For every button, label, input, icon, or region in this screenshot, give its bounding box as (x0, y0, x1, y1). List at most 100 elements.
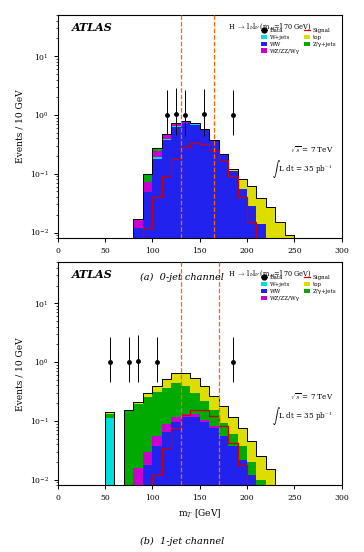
Bar (266, 207, 276, 242)
Bar (153, 436, 162, 445)
Bar (143, 465, 153, 552)
Bar (105, 414, 115, 418)
Bar (266, 497, 276, 511)
Bar (209, 396, 219, 410)
Bar (153, 148, 162, 151)
Bar (181, 417, 190, 552)
Bar (257, 480, 266, 493)
Bar (171, 124, 181, 126)
Bar (171, 417, 181, 422)
Bar (276, 485, 285, 539)
Bar (190, 393, 200, 415)
Bar (181, 413, 190, 417)
Bar (134, 404, 143, 468)
Bar (162, 388, 171, 424)
Bar (162, 135, 171, 139)
Bar (247, 475, 257, 552)
Bar (181, 386, 190, 413)
Bar (171, 126, 181, 127)
Bar (105, 418, 115, 552)
Bar (285, 497, 294, 552)
Bar (143, 397, 153, 452)
Bar (153, 151, 162, 157)
Text: ATLAS: ATLAS (72, 22, 112, 33)
Bar (153, 158, 162, 552)
Bar (209, 428, 219, 552)
Y-axis label: Events / 10 GeV: Events / 10 GeV (15, 337, 24, 411)
Bar (247, 206, 257, 552)
Bar (171, 422, 181, 552)
Bar (181, 121, 190, 123)
Y-axis label: Events / 10 GeV: Events / 10 GeV (15, 90, 24, 163)
Bar (285, 235, 294, 291)
Bar (266, 511, 276, 552)
Bar (238, 460, 247, 552)
Bar (143, 174, 153, 182)
Legend: Data, W+jets, WW, WZ/ZZ/Wγ, Signal, top, Z/γ+jets: Data, W+jets, WW, WZ/ZZ/Wγ, Signal, top,… (260, 274, 337, 302)
Bar (190, 125, 200, 552)
Bar (143, 393, 153, 397)
Bar (134, 219, 143, 228)
Bar (247, 441, 257, 462)
Bar (153, 445, 162, 552)
Bar (285, 291, 294, 552)
Bar (134, 485, 143, 552)
Bar (162, 432, 171, 552)
Bar (124, 410, 134, 411)
Bar (266, 469, 276, 497)
Bar (162, 139, 171, 140)
Bar (190, 415, 200, 417)
Bar (153, 157, 162, 158)
Bar (276, 222, 285, 263)
Bar (294, 256, 304, 552)
Bar (162, 140, 171, 552)
Text: (a)  0-jet channel: (a) 0-jet channel (140, 273, 224, 283)
Bar (247, 185, 257, 206)
Bar (257, 457, 266, 480)
Bar (228, 417, 238, 434)
Bar (105, 412, 115, 414)
Legend: Data, W+jets, WW, WZ/ZZ/Wγ, Signal, top, Z/γ+jets: Data, W+jets, WW, WZ/ZZ/Wγ, Signal, top,… (260, 26, 337, 55)
Bar (276, 263, 285, 552)
Bar (228, 171, 238, 552)
Bar (200, 422, 209, 552)
Bar (228, 434, 238, 445)
Bar (200, 420, 209, 422)
Bar (209, 140, 219, 552)
Bar (266, 242, 276, 552)
Bar (238, 189, 247, 552)
Bar (134, 468, 143, 485)
Bar (190, 123, 200, 124)
Bar (171, 127, 181, 552)
Text: H $\rightarrow$ l$\nu$l$\nu$ (m$_H$=170 GeV): H $\rightarrow$ l$\nu$l$\nu$ (m$_H$=170 … (228, 269, 312, 279)
Bar (143, 182, 153, 193)
Bar (134, 402, 143, 404)
Bar (238, 428, 247, 446)
Bar (181, 123, 190, 552)
Bar (200, 401, 209, 420)
Bar (153, 386, 162, 391)
Bar (162, 424, 171, 432)
Bar (238, 446, 247, 460)
Bar (219, 406, 228, 423)
Bar (276, 539, 285, 552)
Bar (171, 373, 181, 383)
Bar (190, 417, 200, 552)
Bar (143, 193, 153, 552)
Bar (257, 493, 266, 552)
Bar (162, 379, 171, 388)
Text: H $\rightarrow$ l$\nu$l$\nu$ (m$_H$=170 GeV): H $\rightarrow$ l$\nu$l$\nu$ (m$_H$=170 … (228, 22, 312, 32)
Bar (228, 169, 238, 171)
Bar (162, 134, 171, 135)
Bar (257, 224, 266, 552)
Bar (228, 445, 238, 552)
Bar (209, 410, 219, 426)
Text: ATLAS: ATLAS (72, 269, 112, 280)
Bar (171, 383, 181, 417)
Text: (b)  1-jet channel: (b) 1-jet channel (140, 537, 224, 546)
Text: $\sqrt{s}$ = 7 TeV
$\int$ L dt = 35 pb$^{-1}$: $\sqrt{s}$ = 7 TeV $\int$ L dt = 35 pb$^… (272, 145, 333, 179)
Bar (238, 179, 247, 189)
Bar (143, 452, 153, 465)
Bar (209, 426, 219, 428)
Bar (219, 153, 228, 552)
